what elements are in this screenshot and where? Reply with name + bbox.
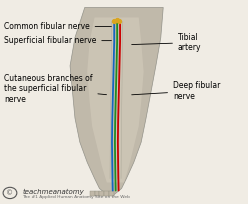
Text: Cutaneous branches of
the superficial fibular
nerve: Cutaneous branches of the superficial fi… (4, 74, 107, 104)
Text: The #1 Applied Human Anatomy Site on the Web: The #1 Applied Human Anatomy Site on the… (22, 195, 130, 199)
Polygon shape (99, 191, 104, 196)
Text: Deep fibular
nerve: Deep fibular nerve (132, 81, 220, 101)
Polygon shape (104, 191, 109, 196)
Polygon shape (94, 191, 99, 196)
Polygon shape (70, 7, 163, 195)
Text: ©: © (6, 190, 14, 196)
Text: teachmeanatomy: teachmeanatomy (22, 188, 84, 195)
Text: Superficial fibular nerve: Superficial fibular nerve (4, 36, 111, 45)
Polygon shape (90, 191, 94, 196)
Polygon shape (87, 18, 144, 183)
Text: Common fibular nerve: Common fibular nerve (4, 22, 111, 31)
Polygon shape (109, 191, 114, 196)
Text: Tibial
artery: Tibial artery (132, 33, 201, 52)
